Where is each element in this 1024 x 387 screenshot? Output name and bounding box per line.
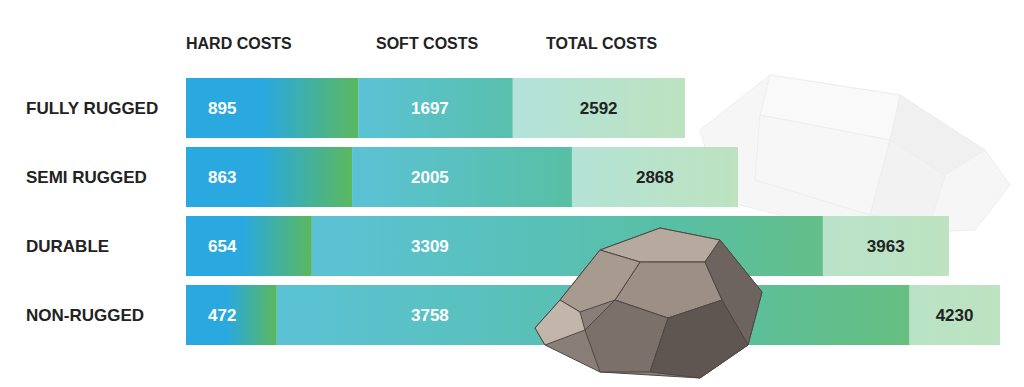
rock-face <box>535 228 762 378</box>
data-label: 3309 <box>411 237 449 256</box>
data-label: 654 <box>208 237 237 256</box>
category-label: SEMI RUGGED <box>26 168 147 187</box>
total-label: 2592 <box>580 99 618 118</box>
data-label: 863 <box>208 168 236 187</box>
data-label: 2005 <box>411 168 449 187</box>
total-label: 4230 <box>936 306 974 325</box>
chart: HARD COSTS SOFT COSTS TOTAL COSTS FULLY RUG… <box>0 0 1024 387</box>
rock-face <box>755 115 890 215</box>
rock-face <box>700 75 1010 235</box>
data-label: 472 <box>208 306 236 325</box>
legend-label: HARD COSTS <box>186 35 292 52</box>
category-label: FULLY RUGGED <box>26 99 158 118</box>
total-box <box>909 285 1000 345</box>
total-box <box>572 147 738 207</box>
data-label: 895 <box>208 99 236 118</box>
rock-face <box>870 140 945 225</box>
category-label: NON-RUGGED <box>26 306 144 325</box>
total-box <box>823 216 949 276</box>
bar-segment <box>186 78 358 138</box>
bar-segment <box>358 78 685 138</box>
legend-label: TOTAL COSTS <box>546 35 657 52</box>
category-label: DURABLE <box>26 237 109 256</box>
bar-segment <box>186 147 352 207</box>
rock-face <box>535 300 585 345</box>
data-label: 1697 <box>411 99 449 118</box>
bar-segment <box>186 216 312 276</box>
legend-label: SOFT COSTS <box>376 35 479 52</box>
background-rock <box>700 75 1010 235</box>
total-box <box>513 78 685 138</box>
rock-face <box>650 300 748 378</box>
total-label: 3963 <box>867 237 905 256</box>
bars <box>186 78 1000 345</box>
data-label: 3758 <box>411 306 449 325</box>
total-label: 2868 <box>636 168 674 187</box>
rock-face <box>560 250 640 312</box>
foreground-rock <box>535 228 762 378</box>
bar-segment <box>186 285 277 345</box>
bar-segment <box>352 147 738 207</box>
